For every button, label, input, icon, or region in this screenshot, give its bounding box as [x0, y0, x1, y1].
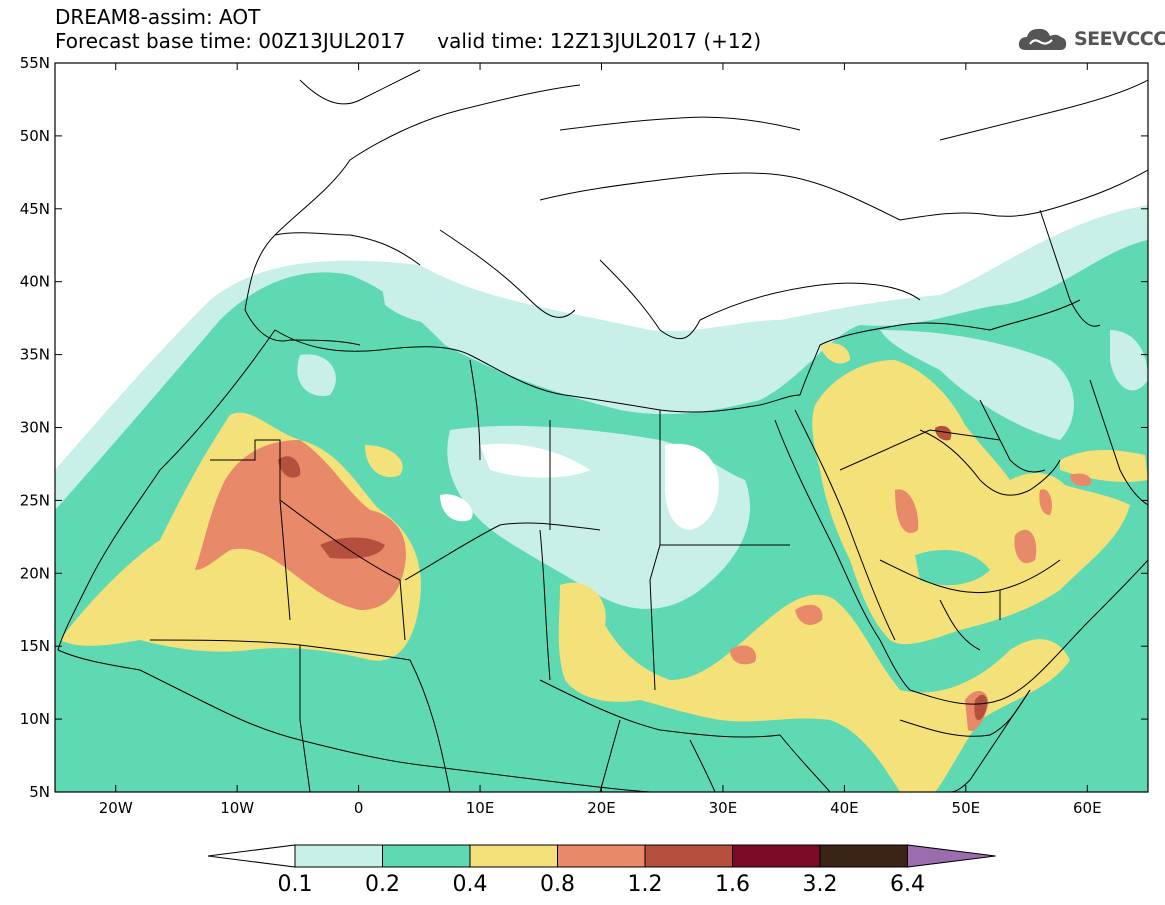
colorbar-label: 0.8 [540, 872, 575, 897]
colorbar-label: 3.2 [803, 872, 838, 897]
cloud-icon [1018, 28, 1067, 50]
lat-tick-label: 45N [20, 200, 50, 218]
aot-clear-area [1000, 380, 1070, 424]
aot-band-0.8 [730, 645, 756, 665]
colorbar-over-triangle [907, 844, 996, 868]
lat-tick-label: 40N [20, 273, 50, 291]
lon-tick-label: 10W [220, 799, 254, 817]
lat-tick-label: 20N [20, 564, 50, 582]
lon-tick-label: 30E [709, 799, 738, 817]
lon-tick-label: 40E [830, 799, 859, 817]
colorbar-swatch [382, 844, 471, 868]
aot-band-1.2 [974, 694, 988, 721]
colorbar-swatch [557, 844, 646, 868]
forecast-times: Forecast base time: 00Z13JUL2017 valid t… [55, 30, 761, 52]
aot-band-1.2 [935, 425, 952, 441]
lat-tick-label: 55N [20, 54, 50, 72]
colorbar-swatch [644, 844, 733, 868]
lat-tick-label: 15N [20, 637, 50, 655]
aot-band-0.8 [195, 440, 406, 610]
aot-band-0.4 [820, 343, 850, 364]
aot-clear-area [915, 550, 990, 586]
colorbar-label: 0.2 [365, 872, 400, 897]
aot-band-1.2 [320, 537, 385, 559]
lat-tick-label: 10N [20, 710, 50, 728]
longitude-axis: 20W 10W 0 10E 20E 30E 40E 50E 60E [99, 63, 1102, 817]
aot-clear-area [297, 354, 336, 396]
colorbar: 0.1 0.2 0.4 0.8 1.2 1.6 3.2 6.4 [207, 844, 996, 897]
aot-band-0.4 [558, 582, 1070, 792]
colorbar-swatch [732, 844, 821, 868]
aot-band-0.8 [795, 604, 823, 625]
aot-band-0.8 [895, 489, 919, 534]
lon-tick-label: 50E [952, 799, 981, 817]
colorbar-swatch [469, 844, 558, 868]
aot-band-0.4 [365, 445, 403, 478]
aot-clear-area [380, 275, 480, 325]
lon-tick-label: 0 [354, 799, 364, 817]
aot-band-0.8 [1070, 473, 1092, 486]
colorbar-label: 0.1 [278, 872, 313, 897]
seevccc-logo: SEEVCCC [1016, 22, 1165, 56]
lat-tick-label: 30N [20, 419, 50, 437]
aot-clear-area [440, 494, 473, 522]
colorbar-label: 1.6 [715, 872, 750, 897]
aot-clear-area [1110, 330, 1148, 391]
forecast-base-time: Forecast base time: 00Z13JUL2017 [55, 29, 406, 53]
aot-clear-area [664, 443, 719, 530]
logo-text: SEEVCCC [1074, 28, 1165, 50]
aot-band-0.8 [1014, 529, 1037, 564]
colorbar-label: 6.4 [890, 872, 925, 897]
lon-tick-label: 10E [466, 799, 495, 817]
aot-clear-area [480, 443, 590, 478]
map-title: DREAM8-assim: AOT [55, 5, 261, 29]
colorbar-swatch [294, 844, 383, 868]
colorbar-swatch [819, 844, 908, 868]
colorbar-label: 0.4 [453, 872, 488, 897]
lat-tick-label: 25N [20, 491, 50, 509]
lat-tick-label: 35N [20, 346, 50, 364]
colorbar-under-triangle [207, 844, 296, 868]
lat-tick-label: 5N [29, 783, 50, 801]
lon-tick-label: 20E [587, 799, 616, 817]
latitude-axis: 55N 50N 45N 40N 35N 30N 25N 20N 15N 10N 5N [20, 54, 1148, 801]
aot-contours [55, 205, 1148, 792]
valid-time: valid time: 12Z13JUL2017 (+12) [437, 29, 762, 53]
aot-band-0.8 [1039, 489, 1052, 515]
aot-band-1.2 [278, 456, 301, 478]
lat-tick-label: 50N [20, 127, 50, 145]
colorbar-label: 1.2 [628, 872, 663, 897]
coastlines-borders [57, 69, 1148, 792]
lon-tick-label: 60E [1073, 799, 1102, 817]
aot-band-0.4 [812, 360, 1130, 645]
lon-tick-label: 20W [99, 799, 133, 817]
